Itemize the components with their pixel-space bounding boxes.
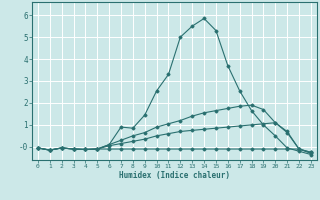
X-axis label: Humidex (Indice chaleur): Humidex (Indice chaleur) xyxy=(119,171,230,180)
